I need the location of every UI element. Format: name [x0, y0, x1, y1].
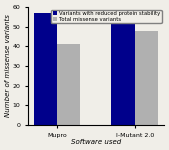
X-axis label: Software used: Software used: [71, 139, 121, 145]
Bar: [135, 30, 158, 125]
Bar: [34, 13, 57, 125]
Y-axis label: Number of missense variants: Number of missense variants: [5, 15, 11, 117]
Legend: Variants with reduced protein stability, Total missense variants: Variants with reduced protein stability,…: [51, 9, 162, 23]
Bar: [57, 44, 80, 125]
Bar: [111, 13, 135, 125]
